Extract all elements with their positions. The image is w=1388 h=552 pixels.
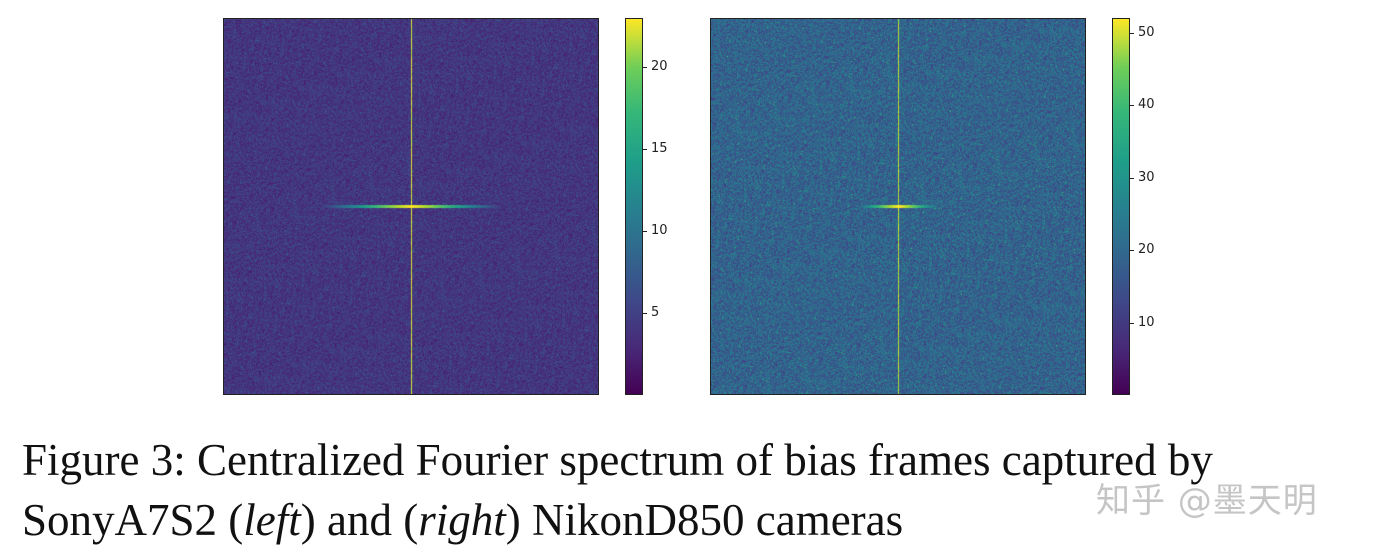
colorbar-left — [625, 18, 643, 395]
fourier-spectrum-right — [710, 18, 1086, 395]
colorbar-tick-label: 50 — [1138, 24, 1155, 40]
caption-prefix: Figure 3: Centralized Fourier spectrum o… — [22, 435, 1213, 545]
colorbar-tick-label: 10 — [1138, 314, 1155, 330]
colorbar-tick-label: 20 — [1138, 242, 1155, 257]
colorbar-tick-label: 5 — [651, 305, 660, 321]
caption-right-word: right — [418, 495, 506, 545]
colorbar-tick-right-20: 20 — [1130, 243, 1190, 257]
watermark: 知乎 @墨天明 — [1096, 481, 1318, 521]
colorbar-tick-label: 30 — [1138, 169, 1155, 185]
colorbar-ticks-left: 5 10 15 20 — [643, 18, 703, 395]
colorbar-ticks-right: 10 20 30 40 50 — [1130, 18, 1190, 395]
caption-left-word: left — [243, 495, 301, 545]
spectrum-image-right — [711, 19, 1085, 394]
colorbar-tick-right-10: 10 — [1130, 314, 1190, 330]
spectrum-image-left — [224, 19, 598, 394]
caption-suffix: ) NikonD850 cameras — [505, 495, 904, 545]
colorbar-tick-right-30: 30 — [1130, 169, 1190, 185]
colorbar-tick-left-15: 15 — [643, 142, 703, 156]
colorbar-tick-right-40: 40 — [1130, 98, 1190, 112]
colorbar-tick-left-20: 20 — [643, 60, 703, 74]
colorbar-tick-label: 10 — [651, 223, 668, 239]
colorbar-tick-label: 15 — [651, 141, 668, 157]
colorbar-tick-label: 20 — [651, 59, 668, 75]
figure-caption: Figure 3: Centralized Fourier spectrum o… — [22, 430, 1382, 550]
fourier-spectrum-left — [223, 18, 599, 395]
caption-middle: ) and ( — [300, 495, 419, 545]
colorbar-right — [1112, 18, 1130, 395]
colorbar-tick-left-5: 5 — [643, 306, 703, 320]
colorbar-tick-right-50: 50 — [1130, 24, 1190, 40]
colorbar-tick-left-10: 10 — [643, 224, 703, 238]
colorbar-tick-label: 40 — [1138, 97, 1155, 112]
